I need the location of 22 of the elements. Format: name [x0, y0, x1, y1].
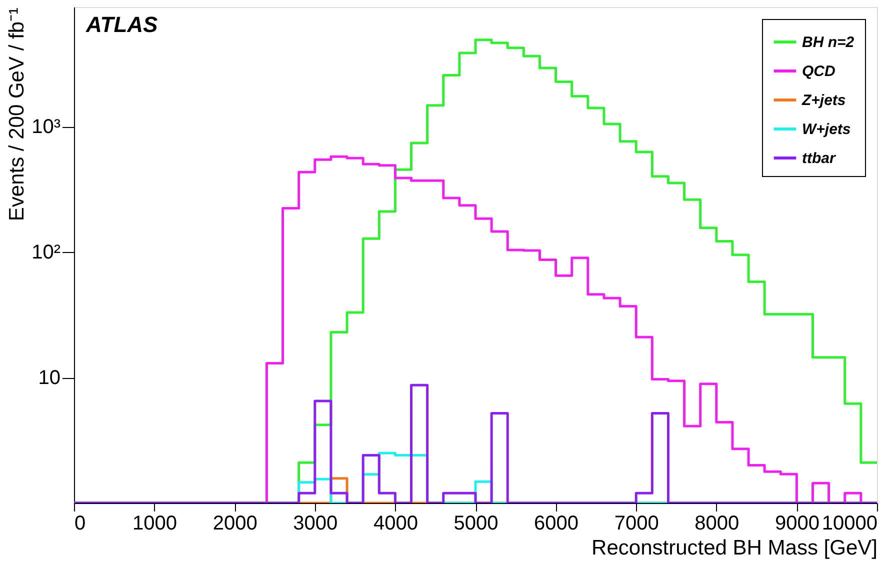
x-tick-label: 8000 — [694, 512, 740, 534]
x-tick-label: 4000 — [373, 512, 418, 534]
annotation: ATLAS — [85, 12, 158, 37]
y-axis-title: Events / 200 GeV / fb⁻¹ — [6, 7, 29, 222]
y-tick-label: 10³ — [32, 116, 61, 138]
x-tick-label: 5000 — [454, 512, 498, 534]
x-tick-label: 1000 — [132, 512, 178, 534]
legend-label: Z+jets — [801, 92, 846, 109]
legend-label: ttbar — [802, 150, 836, 167]
x-tick-label: 6000 — [534, 512, 579, 534]
x-tick-label: 10000 — [822, 512, 878, 534]
legend-label: QCD — [802, 63, 836, 80]
x-tick-label: 2000 — [212, 512, 258, 534]
legend-label: W+jets — [802, 121, 851, 138]
legend-label: BH n=2 — [802, 34, 855, 51]
x-axis-title: Reconstructed BH Mass [GeV] — [592, 536, 878, 560]
y-tick-label: 10² — [32, 242, 61, 264]
x-tick-label: 7000 — [614, 512, 659, 534]
x-tick-label: 0 — [74, 512, 86, 534]
x-tick-label: 3000 — [293, 512, 338, 534]
y-tick-label: 10 — [38, 367, 60, 390]
x-tick-label: 9000 — [774, 512, 820, 534]
